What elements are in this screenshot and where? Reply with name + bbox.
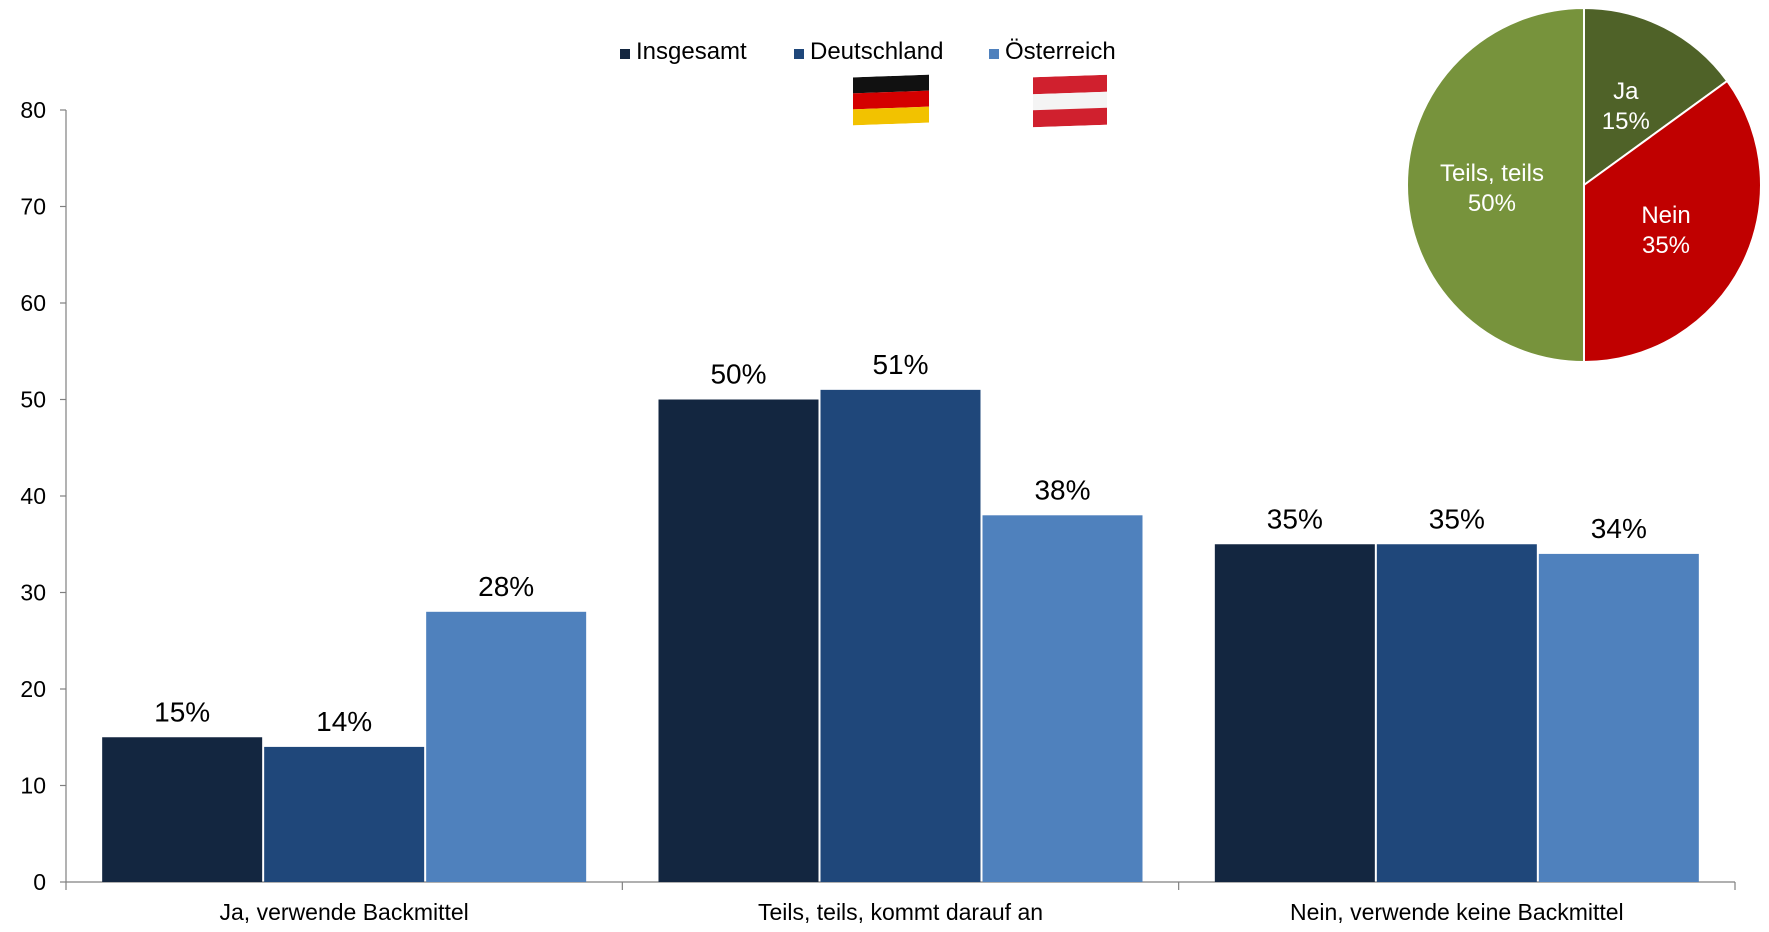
bar-2-0: [1214, 544, 1375, 882]
category-label-2: Nein, verwende keine Backmittel: [1290, 899, 1624, 925]
y-tick-label-70: 70: [20, 194, 46, 220]
pie-label-2: Teils, teils: [1440, 160, 1544, 187]
y-tick-label-20: 20: [20, 676, 46, 702]
bar-0-1: [264, 746, 425, 882]
data-label-0-2: 28%: [478, 571, 534, 602]
legend-swatch-insgesamt: [620, 49, 630, 59]
y-tick-label-30: 30: [20, 580, 46, 606]
data-label-1-0: 50%: [710, 359, 766, 390]
legend-swatch-oesterreich: [989, 49, 999, 59]
pie-slice-1: [1583, 79, 1762, 364]
data-label-1-2: 38%: [1034, 474, 1090, 505]
y-tick-label-10: 10: [20, 773, 46, 799]
bar-0-0: [102, 737, 263, 882]
data-label-0-0: 15%: [154, 696, 210, 727]
bar-1-2: [982, 515, 1143, 882]
y-tick-label-50: 50: [20, 387, 46, 413]
legend: Insgesamt Deutschland Österreich: [620, 38, 1140, 68]
pie-value-label-1: 35%: [1642, 232, 1690, 259]
data-label-1-1: 51%: [872, 349, 928, 380]
pie-slice-2: [1406, 6, 1585, 364]
legend-label-oesterreich: Österreich: [1005, 38, 1116, 65]
bar-1-1: [820, 389, 981, 882]
y-tick-label-40: 40: [20, 483, 46, 509]
legend-label-deutschland: Deutschland: [810, 38, 944, 65]
bar-0-2: [426, 611, 587, 882]
pie-label-1: Nein: [1641, 202, 1690, 229]
pie-label-0: Ja: [1613, 78, 1639, 105]
pie-value-label-2: 50%: [1468, 190, 1516, 217]
category-label-1: Teils, teils, kommt darauf an: [758, 899, 1043, 925]
data-label-2-0: 35%: [1267, 503, 1323, 534]
bar-1-0: [658, 399, 819, 882]
data-label-0-1: 14%: [316, 706, 372, 737]
bar-2-2: [1538, 553, 1699, 882]
category-label-0: Ja, verwende Backmittel: [220, 899, 469, 925]
bar-2-1: [1376, 544, 1537, 882]
data-label-2-2: 34%: [1591, 513, 1647, 544]
data-label-2-1: 35%: [1429, 503, 1485, 534]
legend-label-insgesamt: Insgesamt: [636, 38, 747, 65]
y-tick-label-80: 80: [20, 97, 46, 123]
pie-slice-0: [1583, 6, 1729, 187]
legend-swatch-deutschland: [794, 49, 804, 59]
y-tick-label-0: 0: [33, 869, 46, 895]
y-tick-label-60: 60: [20, 290, 46, 316]
pie-value-label-0: 15%: [1602, 108, 1650, 135]
